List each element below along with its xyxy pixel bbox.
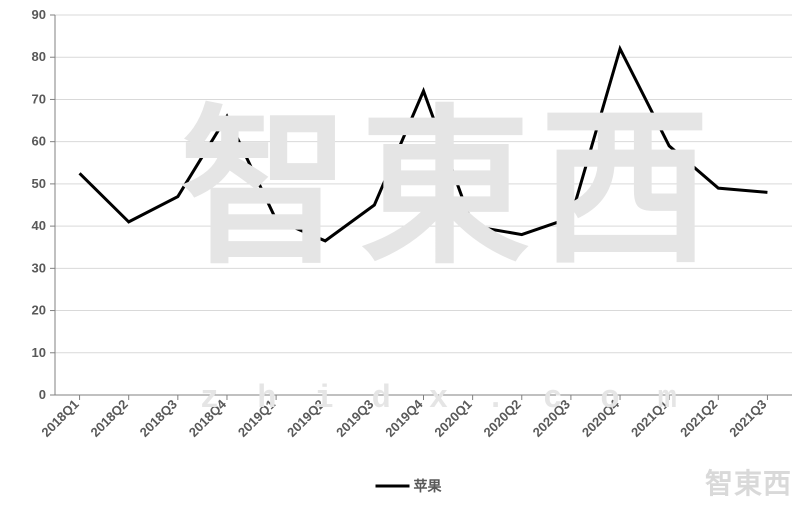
line-chart: 智東西 zhidx.com 智東西 0102030405060708090201… xyxy=(0,0,800,506)
chart-svg: 01020304050607080902018Q12018Q22018Q3201… xyxy=(0,0,800,506)
svg-text:2021Q1: 2021Q1 xyxy=(628,397,671,440)
svg-text:2018Q4: 2018Q4 xyxy=(186,396,230,440)
svg-text:80: 80 xyxy=(32,49,46,64)
svg-text:2018Q1: 2018Q1 xyxy=(38,397,81,440)
svg-text:40: 40 xyxy=(32,218,46,233)
svg-text:2020Q3: 2020Q3 xyxy=(530,397,573,440)
svg-text:0: 0 xyxy=(39,387,46,402)
svg-text:20: 20 xyxy=(32,303,46,318)
svg-text:2021Q3: 2021Q3 xyxy=(726,397,769,440)
svg-text:10: 10 xyxy=(32,345,46,360)
svg-text:2020Q2: 2020Q2 xyxy=(481,397,524,440)
svg-text:2020Q1: 2020Q1 xyxy=(431,397,474,440)
svg-text:50: 50 xyxy=(32,176,46,191)
svg-text:2021Q2: 2021Q2 xyxy=(677,397,720,440)
svg-text:60: 60 xyxy=(32,134,46,149)
svg-text:90: 90 xyxy=(32,7,46,22)
svg-text:苹果: 苹果 xyxy=(414,478,443,494)
svg-text:2019Q1: 2019Q1 xyxy=(235,397,278,440)
svg-text:2020Q4: 2020Q4 xyxy=(579,396,623,440)
svg-text:30: 30 xyxy=(32,260,46,275)
svg-text:2018Q2: 2018Q2 xyxy=(87,397,130,440)
svg-text:2019Q3: 2019Q3 xyxy=(333,397,376,440)
svg-text:2018Q3: 2018Q3 xyxy=(137,397,180,440)
svg-text:2019Q2: 2019Q2 xyxy=(284,397,327,440)
svg-text:70: 70 xyxy=(32,91,46,106)
svg-text:2019Q4: 2019Q4 xyxy=(382,396,426,440)
